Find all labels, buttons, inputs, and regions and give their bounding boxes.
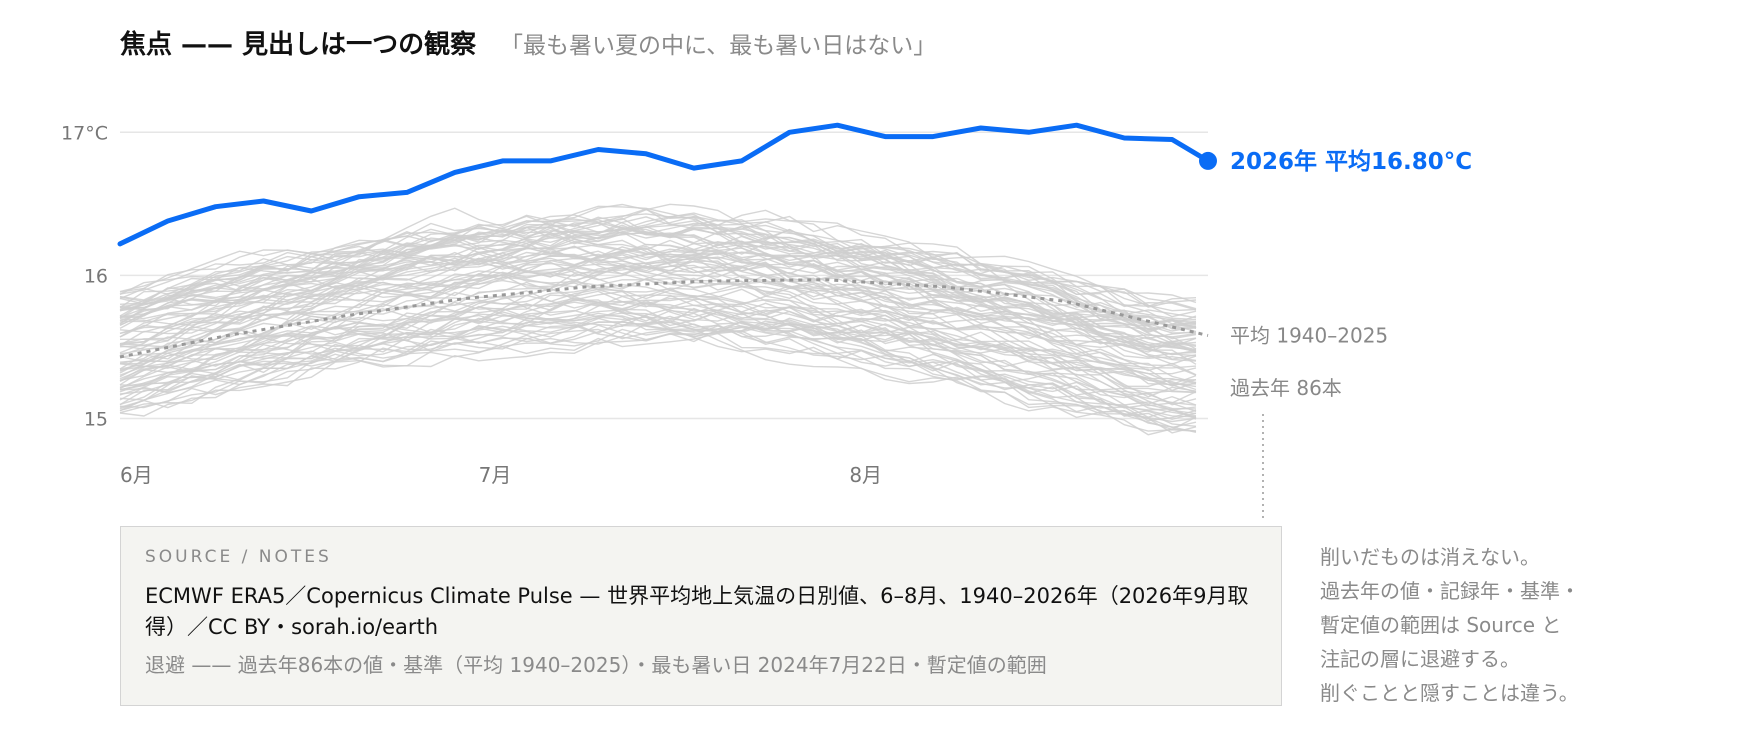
source-heading: SOURCE / NOTES [145,547,332,567]
side-note-line: 過去年の値・記録年・基準・ [1320,579,1580,603]
baseline-line [119,278,1209,359]
highlight-endpoint [1199,151,1217,170]
past-year-line [119,287,1197,388]
past-year-line [119,308,1197,417]
source-note: 退避 —— 過去年86本の値・基準（平均 1940–2025）・最も暑い日 20… [145,653,1047,677]
past-year-line [119,244,1197,345]
past-year-line [119,319,1197,413]
highlight-line [117,122,1211,247]
side-note-line: 暫定値の範囲は Source と [1320,613,1562,637]
past-year-line [119,203,1197,310]
y-tick-label: 16 [84,265,108,287]
y-tick-label: 15 [84,409,108,431]
past-year-line [119,208,1197,311]
past-year-line [119,277,1197,391]
past-year-line [119,240,1197,330]
baseline-series [119,278,1209,359]
past-year-line [119,326,1197,432]
past-year-line [119,324,1197,427]
x-tick-label: 7月 [479,463,512,487]
past-year-line [119,250,1197,353]
past-year-line [119,203,1197,307]
past-year-line [119,246,1197,334]
axis-ticks: 17°C 16 15 6月 7月 8月 [61,122,882,487]
y-tick-label: 17°C [61,122,108,144]
past-year-line [119,219,1197,332]
x-tick-label: 8月 [849,463,882,487]
source-notes-panel: SOURCE / NOTES ECMWF ERA5／Copernicus Cli… [120,526,1282,706]
past-year-line [119,321,1197,406]
background-label: 過去年 86本 [1230,376,1342,400]
highlight-series [117,122,1217,247]
source-body: ECMWF ERA5／Copernicus Climate Pulse — 世界… [145,584,1249,639]
past-year-line [119,290,1197,415]
past-year-line [119,247,1197,355]
side-note-line: 注記の層に退避する。 [1320,647,1520,671]
past-year-line [119,256,1197,352]
x-tick-label: 6月 [120,463,153,487]
past-year-line [119,324,1197,423]
baseline-label: 平均 1940–2025 [1230,324,1388,348]
past-year-line [119,213,1197,312]
past-year-line [119,222,1197,331]
highlight-label: 2026年 平均16.80°C [1230,148,1472,175]
chart-subtitle: 「最も暑い夏の中に、最も暑い日はない」 [500,33,937,59]
past-year-line [119,307,1197,386]
background-lines [119,203,1197,436]
chart-title: 焦点 —— 見出しは一つの観察 [120,30,477,60]
series-labels: 2026年 平均16.80°C 平均 1940–2025 過去年 86本 [1230,148,1472,520]
side-note-line: 削ぐことと隠すことは違う。 [1320,681,1579,705]
past-year-line [119,299,1197,421]
past-year-line [119,225,1197,329]
past-year-line [119,252,1197,362]
chart-area: 17°C 16 15 6月 7月 8月 2026年 平均16.80°C 平均 1940–20… [61,122,1472,520]
side-note-line: 削いだものは消えない。 [1320,545,1540,569]
side-note: 削いだものは消えない。 過去年の値・記録年・基準・ 暫定値の範囲は Source… [1320,540,1740,710]
past-year-line [119,261,1197,369]
